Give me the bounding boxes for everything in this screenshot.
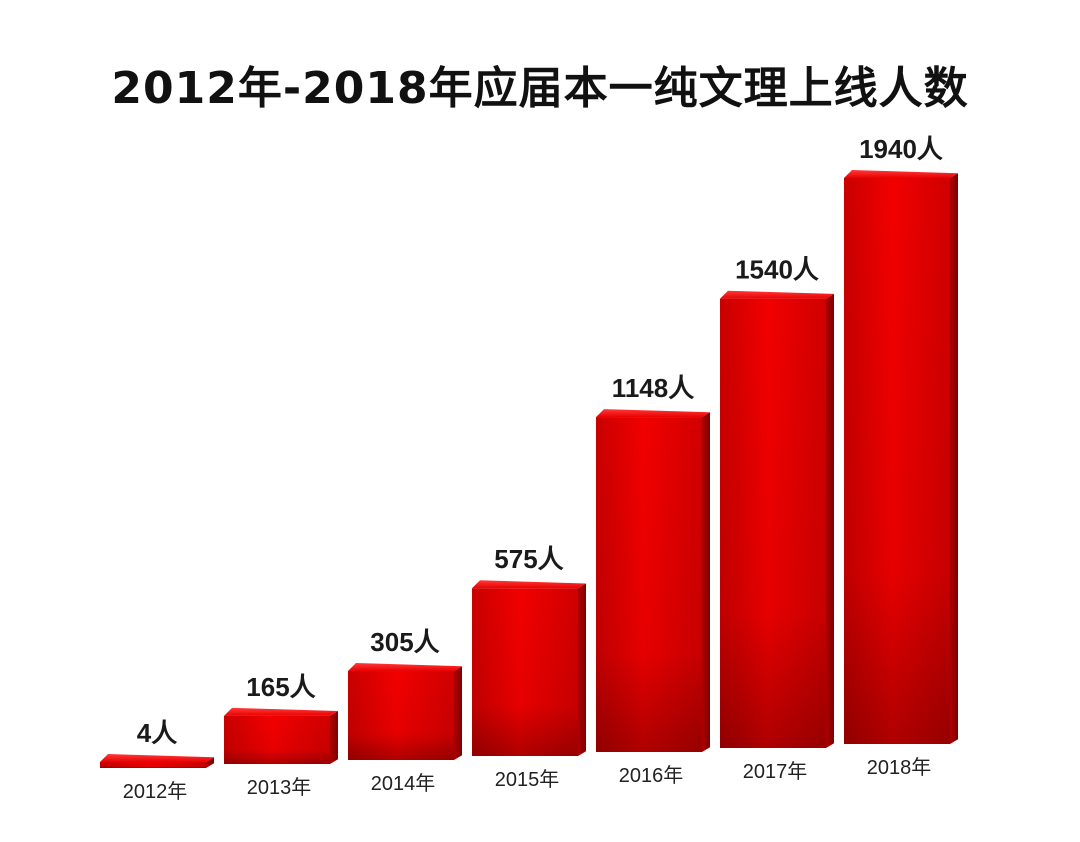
bar-top [844, 170, 958, 178]
x-tick-label: 2013年 [247, 776, 312, 799]
chart-title: 2012年-2018年应届本一纯文理上线人数 [111, 63, 969, 114]
value-label: 1940人 [859, 134, 943, 164]
bar-top [720, 290, 834, 299]
value-label: 165人 [246, 672, 315, 702]
bar-top [596, 409, 710, 418]
bar-side [950, 173, 958, 744]
x-tick-label: 2018年 [867, 756, 932, 779]
bar-group-6: 1940人 2018年 [844, 134, 958, 779]
bar-side [826, 293, 834, 748]
value-label: 1148人 [612, 373, 694, 403]
bar-top [472, 580, 586, 589]
bar-side [454, 666, 462, 760]
bar-top [100, 754, 214, 762]
x-tick-label: 2016年 [619, 764, 684, 787]
value-label: 305人 [370, 627, 439, 657]
bar-shade [720, 298, 826, 748]
bar-top [224, 707, 338, 716]
bar-shade [100, 762, 206, 768]
bar-top [348, 663, 462, 672]
x-tick-label: 2015年 [495, 768, 560, 791]
bar-group-4: 1148人 2016年 [596, 373, 710, 787]
value-label: 1540人 [735, 255, 819, 285]
bar-shade [348, 671, 454, 760]
bar-group-2: 305人 2014年 [348, 627, 462, 795]
value-label: 4人 [137, 718, 177, 748]
bar-shade [844, 178, 950, 744]
bar-group-5: 1540人 2017年 [720, 255, 834, 783]
x-tick-label: 2014年 [371, 772, 436, 795]
bar-side [702, 412, 710, 752]
value-label: 575人 [494, 544, 563, 574]
bar-group-3: 575人 2015年 [472, 544, 586, 791]
x-tick-label: 2012年 [123, 780, 188, 803]
x-tick-label: 2017年 [743, 760, 808, 783]
bar-group-0: 4人 2012年 [100, 718, 214, 803]
bar-shade [224, 715, 330, 764]
bar-side [206, 757, 214, 768]
bar-side [578, 583, 586, 756]
bar-side [330, 711, 338, 764]
bar-shade [472, 588, 578, 756]
bar-shade [596, 417, 702, 752]
bar-group-1: 165人 2013年 [224, 672, 338, 799]
